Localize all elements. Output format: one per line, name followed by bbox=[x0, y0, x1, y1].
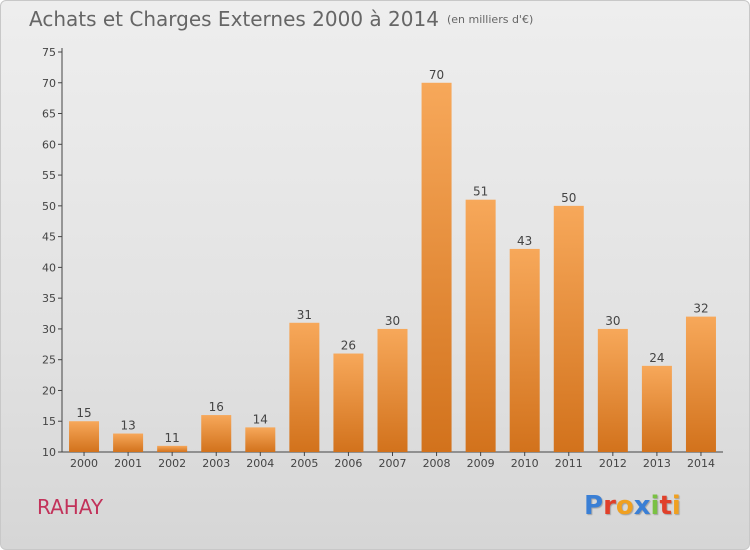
x-tick-label: 2005 bbox=[290, 457, 318, 470]
x-tick-label: 2011 bbox=[555, 457, 583, 470]
data-label-2001: 13 bbox=[120, 419, 135, 433]
x-tick-label: 2007 bbox=[379, 457, 407, 470]
bar-2009[interactable] bbox=[465, 199, 496, 452]
bar-2008[interactable] bbox=[421, 82, 452, 453]
x-tick-label: 2002 bbox=[158, 457, 186, 470]
unit-label: (en milliers d'€) bbox=[446, 13, 534, 26]
bar-2010[interactable] bbox=[509, 248, 540, 452]
y-tick-label: 15 bbox=[42, 415, 56, 428]
bar-2003[interactable] bbox=[201, 415, 232, 452]
data-label-2010: 43 bbox=[517, 234, 532, 248]
y-tick-label: 30 bbox=[42, 323, 56, 336]
bar-2013[interactable] bbox=[641, 365, 672, 452]
data-label-2011: 50 bbox=[561, 191, 576, 205]
x-tick-label: 2008 bbox=[423, 457, 451, 470]
bar-2005[interactable] bbox=[289, 322, 320, 452]
data-label-2012: 30 bbox=[605, 314, 620, 328]
data-labels: 15 13 11 16 14 31 26 30 70 51 43 50 30 24 32 bbox=[76, 68, 708, 445]
x-tick-label: 2003 bbox=[202, 457, 230, 470]
bar-2000[interactable] bbox=[69, 421, 100, 452]
data-label-2003: 16 bbox=[209, 400, 224, 414]
bar-2012[interactable] bbox=[597, 328, 628, 452]
x-tick-label: 2010 bbox=[511, 457, 539, 470]
y-tick-label: 45 bbox=[42, 231, 56, 244]
x-tick-label: 2004 bbox=[246, 457, 274, 470]
y-tick-label: 70 bbox=[42, 77, 56, 90]
bar-2002[interactable] bbox=[157, 445, 188, 452]
data-label-2006: 26 bbox=[341, 339, 356, 353]
data-label-2002: 11 bbox=[165, 431, 180, 445]
y-tick-label: 40 bbox=[42, 261, 56, 274]
data-label-2014: 32 bbox=[693, 302, 708, 316]
bar-2001[interactable] bbox=[113, 433, 144, 452]
proxiti-logo[interactable]: Proxiti bbox=[584, 491, 681, 521]
x-tick-label: 2001 bbox=[114, 457, 142, 470]
title-text: Achats et Charges Externes 2000 à 2014 bbox=[29, 7, 439, 31]
x-axis: 2000 2001 2002 2003 2004 2005 2006 2007 2008 2009… bbox=[62, 451, 723, 470]
y-tick-label: 65 bbox=[42, 108, 56, 121]
y-tick-label: 75 bbox=[42, 46, 56, 59]
x-tick-label: 2009 bbox=[467, 457, 495, 470]
y-tick-label: 60 bbox=[42, 138, 56, 151]
y-tick-label: 50 bbox=[42, 200, 56, 213]
y-tick-label: 25 bbox=[42, 354, 56, 367]
bar-2006[interactable] bbox=[333, 353, 364, 452]
x-tick-label: 2006 bbox=[334, 457, 362, 470]
data-label-2013: 24 bbox=[649, 351, 664, 365]
x-tick-label: 2014 bbox=[687, 457, 715, 470]
y-tick-label: 20 bbox=[42, 384, 56, 397]
x-tick-label: 2000 bbox=[70, 457, 98, 470]
y-tick-label: 35 bbox=[42, 292, 56, 305]
bar-2004[interactable] bbox=[245, 427, 276, 452]
place-name: RAHAY bbox=[37, 495, 104, 519]
x-tick-label: 2012 bbox=[599, 457, 627, 470]
bar-2011[interactable] bbox=[553, 205, 584, 452]
data-label-2009: 51 bbox=[473, 185, 488, 199]
data-label-2005: 31 bbox=[297, 308, 312, 322]
data-label-2008: 70 bbox=[429, 68, 444, 82]
bar-2007[interactable] bbox=[377, 328, 408, 452]
chart-title: Achats et Charges Externes 2000 à 2014 (e… bbox=[29, 7, 533, 31]
y-tick-label: 10 bbox=[42, 446, 56, 459]
y-tick-label: 55 bbox=[42, 169, 56, 182]
bar-series bbox=[69, 82, 716, 453]
data-label-2007: 30 bbox=[385, 314, 400, 328]
x-tick-label: 2013 bbox=[643, 457, 671, 470]
data-label-2000: 15 bbox=[76, 406, 91, 420]
y-axis: 10 15 20 25 30 35 40 45 50 55 60 65 70 75 bbox=[42, 46, 63, 459]
data-label-2004: 14 bbox=[253, 412, 268, 426]
bar-2014[interactable] bbox=[685, 316, 716, 452]
